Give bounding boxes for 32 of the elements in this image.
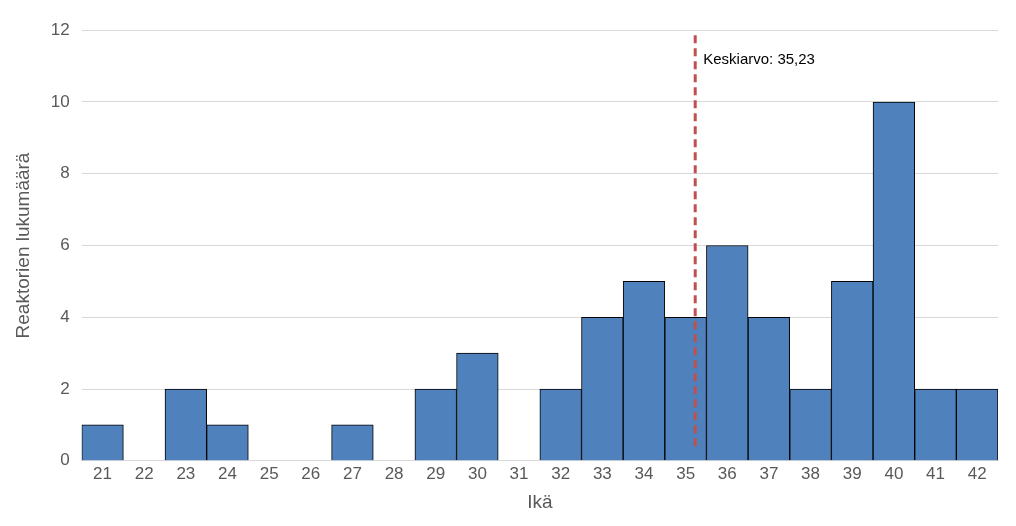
x-tick-label: 24 bbox=[218, 463, 237, 483]
x-tick-label: 27 bbox=[342, 463, 362, 483]
y-tick-label: 8 bbox=[60, 163, 70, 183]
x-tick-label: 26 bbox=[301, 463, 321, 483]
x-tick-label: 34 bbox=[634, 463, 654, 483]
x-tick-label: 28 bbox=[384, 463, 404, 483]
x-tick-label: 41 bbox=[926, 463, 945, 483]
x-tick-label: 39 bbox=[842, 463, 862, 483]
x-tick-label: 32 bbox=[551, 463, 571, 483]
x-tick-label: 31 bbox=[509, 463, 529, 483]
y-tick-label: 6 bbox=[60, 235, 70, 255]
y-axis-title: Reaktorien lukumäärä bbox=[11, 152, 33, 339]
x-tick-label: 23 bbox=[176, 463, 196, 483]
x-tick-label: 36 bbox=[717, 463, 737, 483]
ref-line-label: Keskiarvo: 35,23 bbox=[703, 50, 815, 68]
y-tick-label: 12 bbox=[50, 19, 70, 39]
y-tick-label: 4 bbox=[60, 306, 70, 326]
x-tick-label: 40 bbox=[884, 463, 904, 483]
x-tick-label: 38 bbox=[801, 463, 821, 483]
x-tick-label: 42 bbox=[967, 463, 987, 483]
x-tick-label: 25 bbox=[259, 463, 279, 483]
x-tick-label: 33 bbox=[592, 463, 612, 483]
x-tick-label: 35 bbox=[676, 463, 696, 483]
y-tick-label: 2 bbox=[60, 378, 70, 398]
x-tick-label: 21 bbox=[93, 463, 112, 483]
x-tick-label: 29 bbox=[426, 463, 446, 483]
x-axis-title: Ikä bbox=[527, 490, 553, 512]
x-tick-label: 22 bbox=[134, 463, 154, 483]
x-tick-label: 30 bbox=[467, 463, 487, 483]
y-tick-label: 0 bbox=[60, 450, 70, 470]
y-tick-label: 10 bbox=[50, 91, 70, 111]
x-tick-label: 37 bbox=[759, 463, 779, 483]
